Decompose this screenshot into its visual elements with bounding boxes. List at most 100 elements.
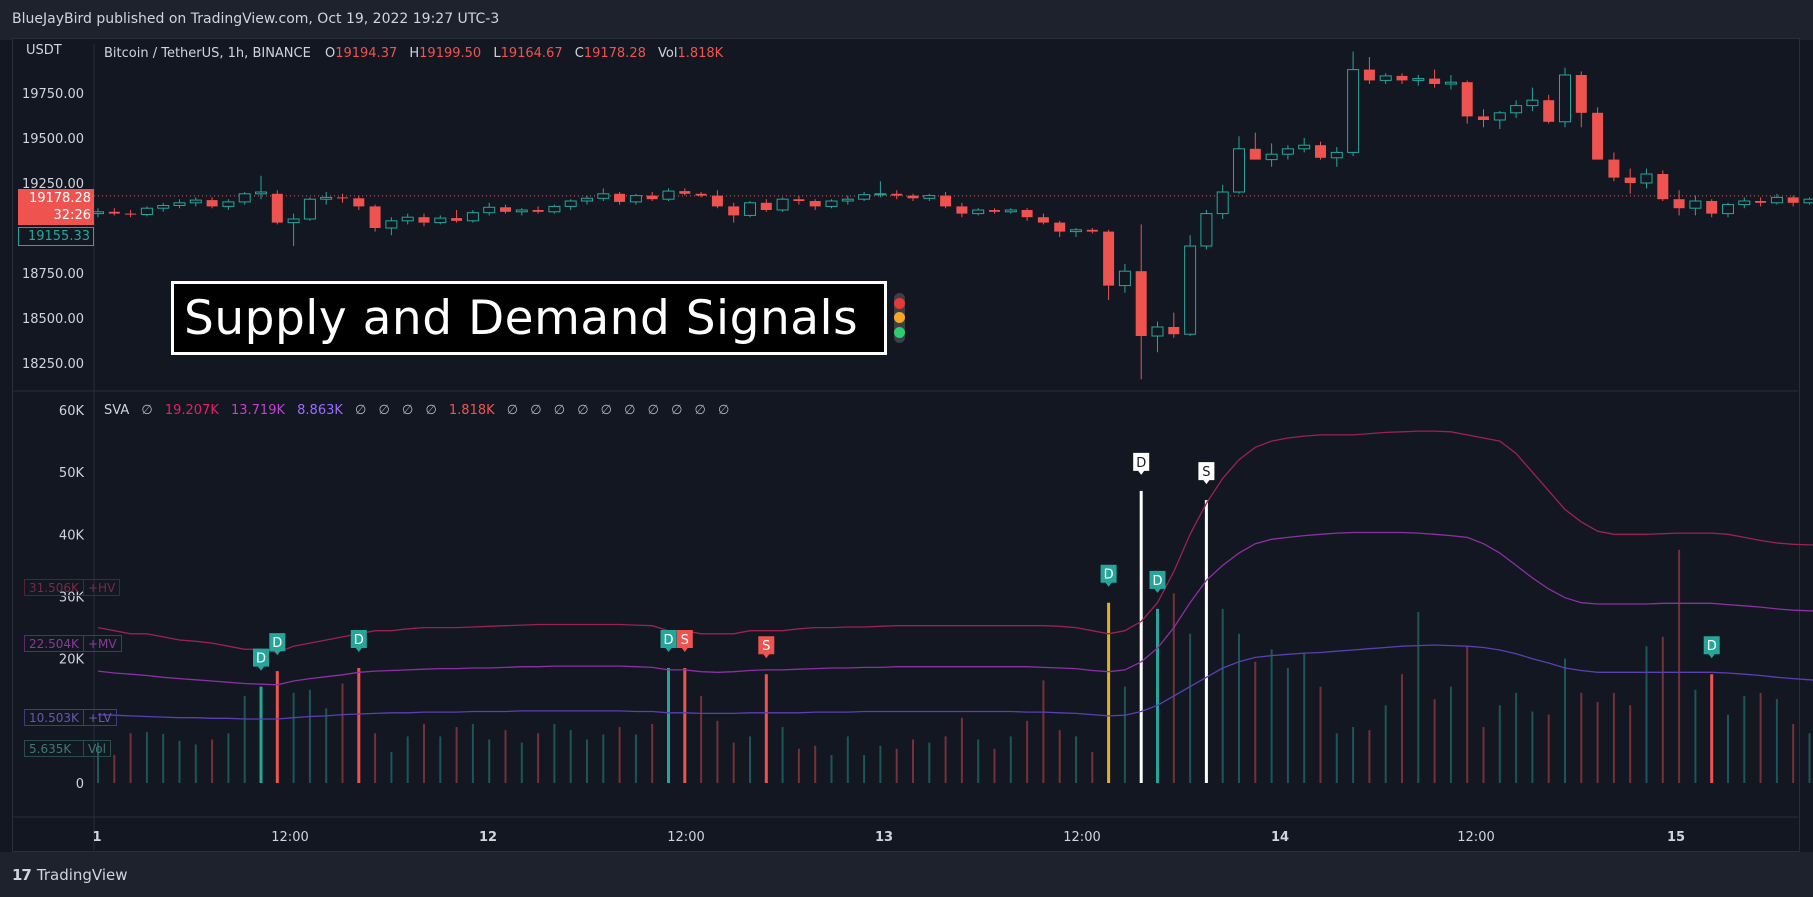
price-tick-label: 19750.00 — [22, 87, 84, 102]
time-tick-label: 12:00 — [1063, 830, 1100, 845]
level-tag-hv: 31.506K +HV — [24, 579, 121, 596]
green-light — [894, 327, 906, 339]
candle-body — [679, 191, 691, 194]
tradingview-brand[interactable]: 17 TradingView — [12, 866, 128, 884]
candle-body — [564, 200, 577, 207]
candle-body — [1461, 82, 1473, 117]
signal-marker — [660, 629, 677, 652]
candle-body — [1281, 148, 1294, 155]
bar-countdown: 32:26 — [53, 208, 91, 223]
candle-body — [972, 209, 985, 215]
candle-body — [466, 212, 479, 222]
candle-body — [303, 198, 316, 220]
open-label: O — [324, 46, 336, 61]
candle-body — [1021, 210, 1033, 218]
candle-body — [1298, 144, 1311, 150]
level-tag-vol: 5.635K Vol — [24, 740, 111, 757]
candle-body — [515, 209, 528, 213]
volume-tick-label: 30K — [59, 591, 85, 606]
level-value: 22.504K — [29, 637, 79, 651]
candle-body — [1444, 81, 1457, 85]
level-name: +MV — [83, 636, 117, 652]
top-bar — [0, 0, 1813, 40]
candle-body — [711, 195, 723, 207]
candle-body — [1689, 200, 1702, 209]
signal-marker — [758, 636, 775, 659]
candle-body — [1770, 196, 1783, 204]
amber-light — [894, 312, 906, 324]
candle-body — [1575, 75, 1587, 113]
price-tick-label: 19500.00 — [22, 132, 84, 147]
signal-marker — [1100, 564, 1117, 587]
signal-label: D — [1152, 574, 1162, 589]
price-tick-label: 18250.00 — [22, 357, 84, 372]
signal-label: S — [762, 639, 770, 654]
level-name: +HV — [83, 580, 115, 596]
time-tick-label: 13 — [875, 830, 893, 845]
candle-body — [597, 193, 610, 199]
na-value: ∅ — [378, 403, 390, 418]
candle-body — [500, 207, 511, 212]
candle-body — [1624, 177, 1636, 183]
na-value: ∅ — [506, 403, 519, 418]
candle-body — [956, 206, 968, 214]
candle-body — [1396, 75, 1408, 81]
signal-label: D — [354, 633, 364, 648]
prev-price-tag: 19155.33 — [18, 227, 94, 246]
signal-marker — [1703, 636, 1720, 659]
last-price-value: 19178.28 — [28, 191, 91, 206]
threshold-line — [97, 644, 1813, 720]
candle-body — [989, 210, 1000, 212]
na-value: ∅ — [577, 403, 589, 418]
candle-body — [1054, 222, 1066, 232]
candle-body — [614, 193, 626, 202]
candle-body — [108, 211, 120, 214]
price-tick-label: 18500.00 — [22, 312, 84, 327]
signal-marker — [676, 629, 693, 652]
na-value: ∅ — [401, 403, 414, 418]
candle-body — [385, 220, 398, 229]
candle-body — [1412, 78, 1425, 81]
na-value: ∅ — [553, 403, 566, 418]
level-value: 31.506K — [29, 581, 79, 595]
indicator-name: SVA — [104, 403, 130, 418]
candle-body — [1543, 100, 1555, 122]
candle-body — [1070, 229, 1082, 233]
candle-body — [451, 218, 463, 221]
ohlc-high: H19199.50 — [409, 46, 485, 61]
banner-title: Supply and Demand Signals — [184, 290, 859, 346]
volume-tick-label: 0 — [76, 777, 84, 792]
candle-body — [891, 193, 903, 196]
candle-body — [728, 206, 740, 216]
signal-label: D — [256, 652, 266, 667]
hv-value: 19.207K — [164, 403, 219, 418]
na-value: ∅ — [600, 403, 612, 418]
na-value: ∅ — [355, 403, 367, 418]
na-value: ∅ — [647, 403, 659, 418]
candle-body — [418, 217, 430, 223]
candle-body — [1151, 326, 1164, 337]
candle-body — [907, 195, 919, 199]
time-tick-label: 15 — [1667, 830, 1685, 845]
currency-label: USDT — [26, 43, 62, 58]
signal-label: D — [1136, 456, 1146, 471]
low-label: L — [493, 46, 501, 61]
threshold-line — [97, 430, 1813, 654]
candle-body — [1135, 271, 1147, 336]
signal-label: D — [663, 633, 673, 648]
close-value: 19178.28 — [583, 46, 646, 61]
prev-price-value: 19155.33 — [27, 229, 90, 244]
candle-body — [1315, 145, 1326, 158]
candle-body — [1657, 174, 1669, 200]
lv-value: 8.863K — [297, 403, 343, 418]
price-tick-label: 18750.00 — [22, 267, 84, 282]
candle-body — [1330, 151, 1343, 159]
candle-body — [532, 210, 544, 212]
candle-body — [874, 193, 887, 196]
na-value: ∅ — [141, 403, 153, 418]
candle-body — [271, 193, 283, 223]
candle-body — [1429, 78, 1441, 84]
candle-body — [940, 195, 952, 207]
candle-body — [695, 193, 707, 196]
